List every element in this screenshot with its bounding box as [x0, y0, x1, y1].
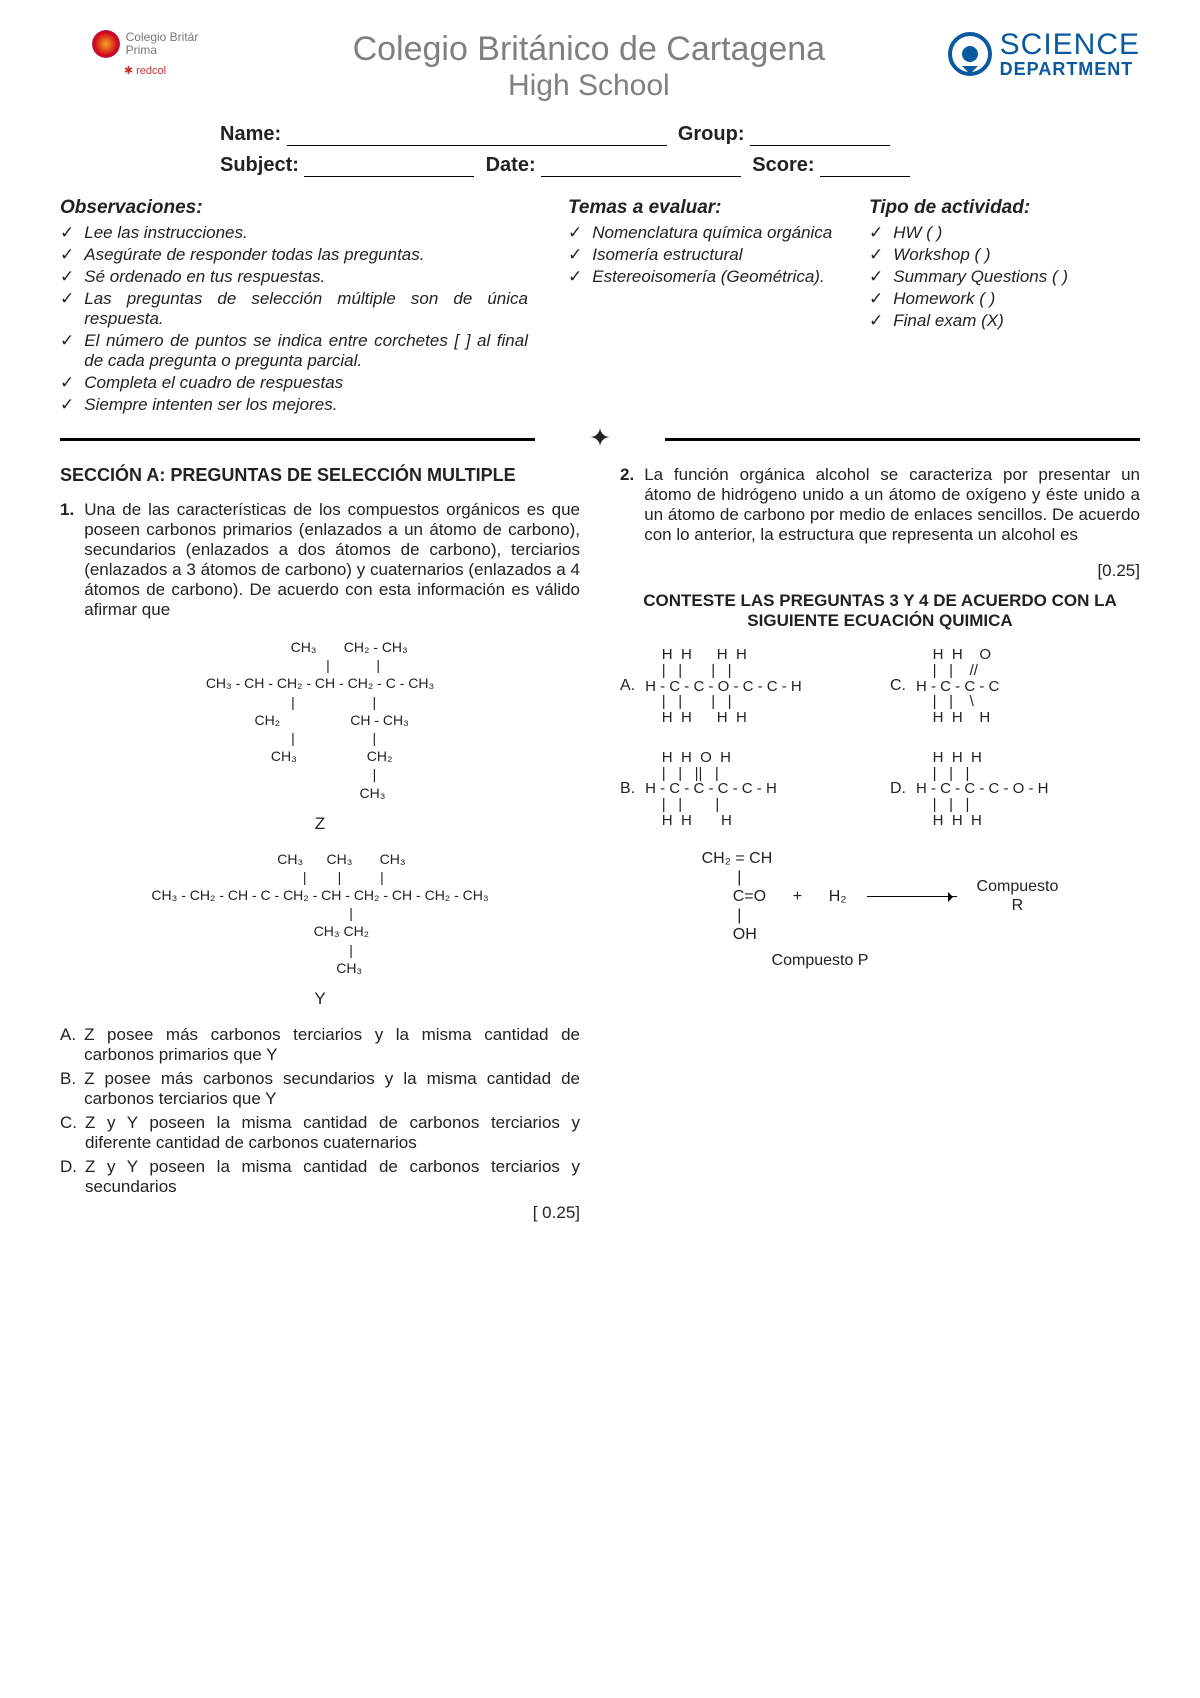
score-label: Score:	[752, 154, 814, 176]
info-columns: Observaciones: Lee las instrucciones. As…	[60, 197, 1140, 417]
q1-option-a[interactable]: A.Z posee más carbonos terciarios y la m…	[60, 1025, 580, 1065]
date-blank[interactable]	[541, 159, 741, 177]
structure-z: CH₃ CH₂ - CH₃ | | CH₃ - CH - CH₂ - CH - …	[60, 638, 580, 802]
science-dept-logo: SCIENCE DEPARTMENT	[948, 30, 1140, 78]
obs-item: Siempre intenten ser los mejores.	[60, 395, 528, 415]
obs-item: Asegúrate de responder todas las pregunt…	[60, 245, 528, 265]
q1-option-b[interactable]: B.Z posee más carbonos secundarios y la …	[60, 1069, 580, 1109]
q2-number: 2.	[620, 465, 634, 555]
divider-star-icon: ✦	[589, 423, 611, 454]
tipo-item: HW ( )	[869, 223, 1140, 243]
q1-number: 1.	[60, 500, 74, 630]
observaciones-list: Lee las instrucciones. Asegúrate de resp…	[60, 223, 528, 415]
reactant-p: CH₂ = CH | C=O + H₂ | OH	[702, 849, 847, 945]
obs-item: El número de puntos se indica entre corc…	[60, 331, 528, 371]
struct-option-c[interactable]: C. H H O | | // H - C - C - C | | \ H H …	[890, 647, 1140, 726]
product-r: Compuesto R	[977, 877, 1059, 915]
chemical-equation: CH₂ = CH | C=O + H₂ | OH Compuesto R	[620, 849, 1140, 945]
q2-score: [0.25]	[620, 561, 1140, 581]
tipo-item: Workshop ( )	[869, 245, 1140, 265]
obs-item: Sé ordenado en tus respuestas.	[60, 267, 528, 287]
science-text: SCIENCE	[1000, 30, 1140, 60]
tema-item: Estereoisomería (Geométrica).	[568, 267, 839, 287]
tipo-item: Homework ( )	[869, 289, 1140, 309]
tipo-item: Summary Questions ( )	[869, 267, 1140, 287]
date-label: Date:	[486, 154, 536, 176]
q1-text: Una de las características de los compue…	[84, 500, 580, 620]
logo-badge-icon	[92, 30, 120, 58]
group-blank[interactable]	[750, 128, 890, 146]
context-3-4: CONTESTE LAS PREGUNTAS 3 Y 4 DE ACUERDO …	[620, 591, 1140, 631]
observaciones-title: Observaciones:	[60, 197, 528, 219]
question-1: 1. Una de las características de los com…	[60, 500, 580, 630]
department-text: DEPARTMENT	[1000, 60, 1140, 78]
name-label: Name:	[220, 123, 281, 145]
science-pin-icon	[948, 32, 992, 76]
name-blank[interactable]	[287, 128, 667, 146]
divider: ✦	[60, 435, 1140, 441]
q1-score: [ 0.25]	[60, 1203, 580, 1223]
logo-mini-text: ✱ redcol	[124, 64, 166, 77]
obs-item: Las preguntas de selección múltiple son …	[60, 289, 528, 329]
struct-option-b[interactable]: B. H H O H | | || | H - C - C - C - C - …	[620, 750, 870, 829]
logo-text-2: Prima	[126, 44, 199, 57]
tipo-list: HW ( ) Workshop ( ) Summary Questions ( …	[869, 223, 1140, 331]
label-y: Y	[60, 989, 580, 1009]
q1-option-d[interactable]: D.Z y Y poseen la misma cantidad de carb…	[60, 1157, 580, 1197]
school-name: Colegio Británico de Cartagena	[250, 30, 928, 69]
school-level: High School	[250, 69, 928, 103]
struct-option-d[interactable]: D. H H H | | | H - C - C - C - O - H | |…	[890, 750, 1140, 829]
title-block: Colegio Británico de Cartagena High Scho…	[250, 30, 928, 103]
compuesto-p-label: Compuesto P	[500, 952, 1140, 970]
score-blank[interactable]	[820, 159, 910, 177]
reaction-arrow-icon	[867, 896, 957, 897]
obs-item: Completa el cuadro de respuestas	[60, 373, 528, 393]
q2-text: La función orgánica alcohol se caracteri…	[644, 465, 1140, 545]
tema-item: Isomería estructural	[568, 245, 839, 265]
page-header: Colegio Britár Prima ✱ redcol Colegio Br…	[60, 30, 1140, 103]
tipo-item: Final exam (X)	[869, 311, 1140, 331]
tipo-title: Tipo de actividad:	[869, 197, 1140, 219]
form-fields: Name: Group: Subject: Date: Score:	[220, 123, 1140, 177]
q1-options: A.Z posee más carbonos terciarios y la m…	[60, 1025, 580, 1197]
obs-item: Lee las instrucciones.	[60, 223, 528, 243]
subject-label: Subject:	[220, 154, 299, 176]
question-2: 2. La función orgánica alcohol se caract…	[620, 465, 1140, 555]
tema-item: Nomenclatura química orgánica	[568, 223, 839, 243]
subject-blank[interactable]	[304, 159, 474, 177]
q1-option-c[interactable]: C.Z y Y poseen la misma cantidad de carb…	[60, 1113, 580, 1153]
section-a-title: SECCIÓN A: PREGUNTAS DE SELECCIÓN MULTIP…	[60, 465, 580, 486]
struct-option-a[interactable]: A. H H H H | | | | H - C - C - O - C - C…	[620, 647, 870, 726]
group-label: Group:	[678, 123, 745, 145]
structure-options: A. H H H H | | | | H - C - C - O - C - C…	[620, 647, 1140, 829]
label-z: Z	[60, 814, 580, 834]
main-columns: SECCIÓN A: PREGUNTAS DE SELECCIÓN MULTIP…	[60, 465, 1140, 1233]
temas-list: Nomenclatura química orgánica Isomería e…	[568, 223, 839, 287]
temas-title: Temas a evaluar:	[568, 197, 839, 219]
school-logo: Colegio Britár Prima ✱ redcol	[60, 30, 230, 77]
